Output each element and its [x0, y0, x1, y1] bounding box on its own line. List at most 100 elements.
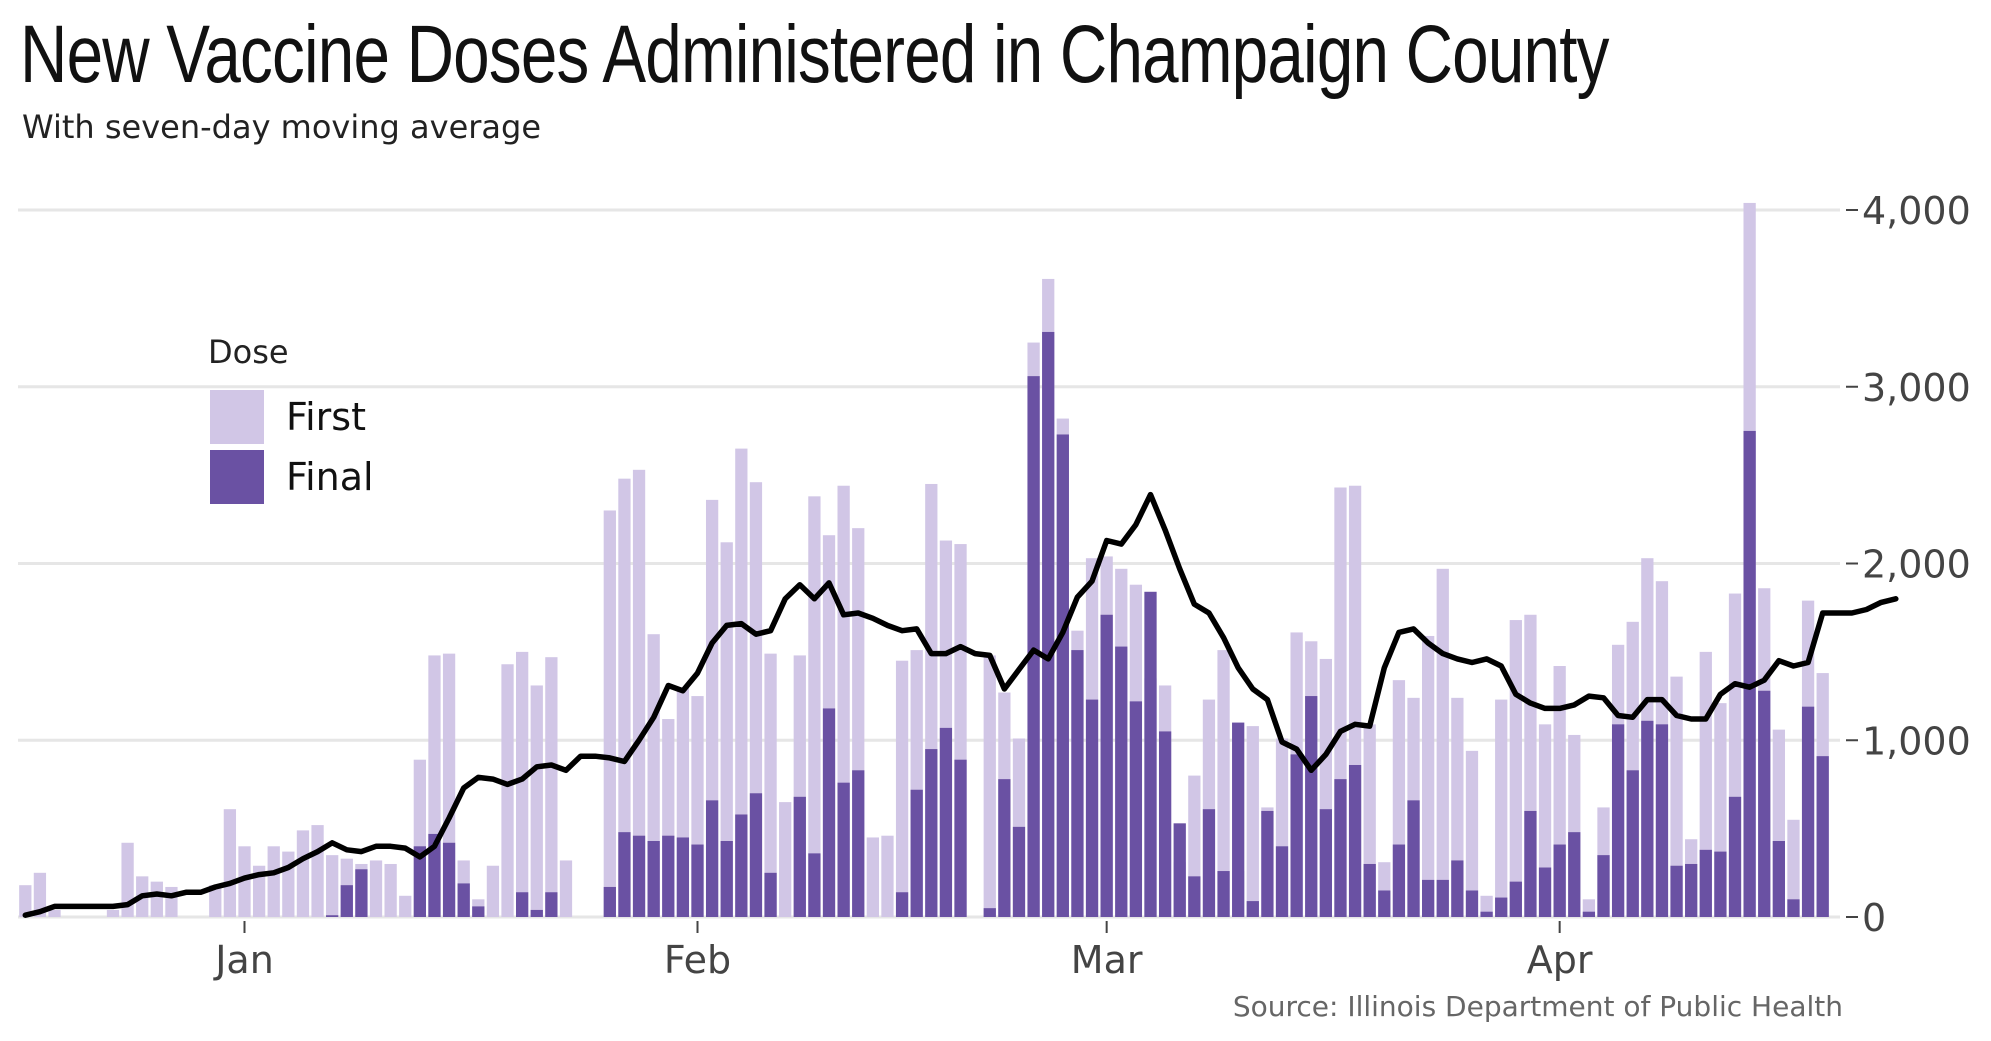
first-dose-bar	[530, 685, 543, 917]
final-dose-bar	[1392, 844, 1406, 917]
final-dose-bar	[1202, 809, 1216, 917]
final-dose-bar	[1480, 911, 1493, 917]
x-tick-label: Jan	[213, 938, 274, 982]
x-tick-label: Mar	[1071, 938, 1143, 982]
final-dose-bar	[1129, 701, 1143, 917]
first-dose-bar	[618, 478, 631, 917]
final-dose-bar	[472, 906, 485, 917]
final-dose-bar	[1699, 849, 1712, 917]
first-dose-bar	[33, 872, 47, 917]
x-tick-label: Feb	[664, 938, 731, 982]
first-dose-bar	[296, 830, 310, 917]
final-dose-bar	[1246, 901, 1259, 917]
final-dose-bar	[1465, 890, 1479, 917]
final-dose-bar	[720, 840, 733, 917]
final-dose-bar	[1772, 840, 1785, 917]
first-dose-bar	[121, 842, 134, 917]
final-dose-bar	[1553, 844, 1566, 917]
final-dose-bar	[749, 793, 763, 917]
final-dose-bar	[516, 892, 529, 917]
legend-swatch-first	[210, 390, 264, 444]
final-dose-bar	[1348, 764, 1362, 917]
final-dose-bar	[1188, 876, 1201, 917]
final-dose-bar	[1670, 865, 1683, 917]
final-dose-bar	[1305, 696, 1318, 917]
first-dose-bar	[223, 809, 237, 917]
final-dose-bars	[326, 331, 1829, 917]
first-dose-bar	[501, 664, 514, 917]
final-dose-bar	[691, 844, 704, 917]
final-dose-bar	[983, 908, 996, 917]
final-dose-bar	[1378, 890, 1391, 917]
final-dose-bar	[1071, 650, 1084, 917]
y-tick-label: 1,000	[1862, 719, 1971, 763]
final-dose-bar	[1597, 855, 1610, 917]
first-dose-bar	[735, 448, 748, 917]
seven-day-average-line	[22, 491, 1899, 918]
final-dose-bar	[530, 909, 543, 917]
first-dose-bar	[516, 651, 529, 917]
chart-title: New Vaccine Doses Administered in Champa…	[20, 9, 1609, 100]
first-dose-bar	[238, 846, 251, 917]
first-dose-bars	[19, 202, 1829, 917]
final-dose-bar	[1728, 796, 1742, 917]
final-dose-bar	[1743, 430, 1756, 917]
moving-average-line	[22, 491, 1899, 918]
final-dose-bar	[1027, 376, 1040, 917]
final-dose-bar	[632, 835, 646, 917]
final-dose-bar	[1275, 846, 1289, 917]
final-dose-bar	[1232, 722, 1245, 917]
final-dose-bar	[413, 846, 426, 917]
final-dose-bar	[647, 840, 660, 917]
final-dose-bar	[340, 885, 353, 917]
first-dose-bar	[720, 542, 733, 917]
first-dose-bar	[632, 469, 646, 917]
final-dose-bar	[1655, 724, 1669, 917]
first-dose-bar	[1787, 819, 1800, 917]
first-dose-bar	[866, 837, 879, 917]
final-dose-bar	[793, 796, 806, 917]
legend-swatch-final	[210, 450, 264, 504]
final-dose-bar	[1217, 871, 1230, 917]
first-dose-bar	[559, 860, 573, 917]
final-dose-bar	[326, 915, 339, 917]
final-dose-bar	[1056, 434, 1069, 917]
first-dose-bar	[326, 855, 339, 917]
final-dose-bar	[1626, 770, 1639, 917]
final-dose-bar	[1363, 863, 1376, 917]
first-dose-bar	[19, 885, 32, 917]
first-dose-bar	[106, 909, 120, 917]
y-tick-label: 2,000	[1862, 543, 1971, 587]
final-dose-bar	[1422, 879, 1435, 917]
final-dose-bar	[1641, 720, 1654, 917]
x-axis: Jan Feb Mar Apr	[213, 921, 1593, 982]
first-dose-bar	[1670, 676, 1683, 917]
final-dose-bar	[1451, 860, 1464, 917]
final-dose-bar	[457, 883, 470, 917]
final-dose-bar	[764, 872, 777, 917]
final-dose-bar	[1538, 867, 1552, 917]
first-dose-bar	[603, 510, 616, 917]
first-dose-bar	[165, 886, 178, 917]
final-dose-bar	[735, 814, 748, 917]
final-dose-bar	[662, 835, 675, 917]
final-dose-bar	[1524, 810, 1537, 917]
final-dose-bar	[1758, 690, 1771, 917]
final-dose-bar	[1495, 897, 1508, 917]
final-dose-bar	[1158, 731, 1172, 917]
final-dose-bar	[837, 782, 850, 917]
final-dose-bar	[910, 789, 923, 917]
first-dose-bar	[779, 802, 792, 917]
x-tick-label: Apr	[1527, 938, 1593, 982]
legend-label-first: First	[286, 395, 366, 439]
first-dose-bar	[1509, 620, 1522, 917]
final-dose-bar	[1436, 879, 1449, 917]
first-dose-bar	[1246, 726, 1259, 917]
final-dose-bar	[1509, 881, 1522, 917]
first-dose-bar	[267, 846, 280, 917]
final-dose-bar	[1173, 823, 1186, 917]
first-dose-bar	[311, 825, 324, 917]
y-tick-label: 0	[1862, 896, 1886, 940]
final-dose-bar	[1100, 614, 1113, 917]
first-dose-bar	[399, 895, 412, 917]
